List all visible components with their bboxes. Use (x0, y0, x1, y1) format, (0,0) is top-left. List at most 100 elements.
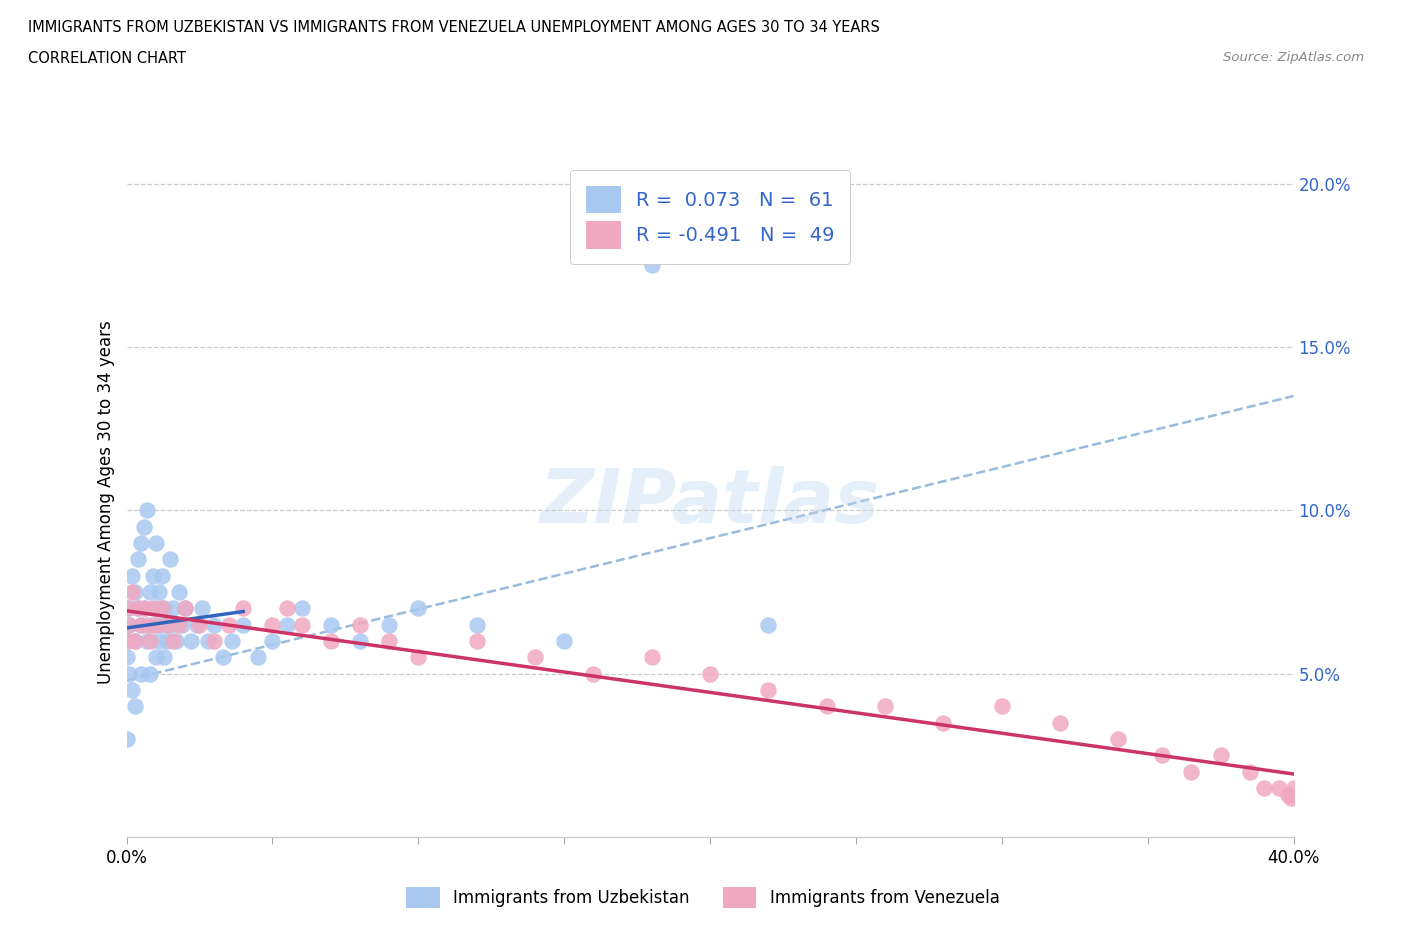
Point (145, 650, 167, 665)
Point (408, 601, 430, 616)
Legend: Immigrants from Uzbekistan, Immigrants from Venezuela: Immigrants from Uzbekistan, Immigrants f… (399, 881, 1007, 914)
Point (129, 536, 152, 551)
Point (145, 601, 167, 616)
Point (139, 633, 162, 648)
Point (319, 633, 342, 648)
Point (232, 618, 254, 632)
Point (290, 601, 312, 616)
Point (115, 633, 138, 648)
Point (232, 601, 254, 616)
Point (150, 618, 173, 632)
Point (118, 618, 141, 632)
Point (124, 633, 146, 648)
Point (139, 666, 162, 681)
Point (1277, 787, 1299, 802)
Point (699, 666, 721, 681)
Point (1239, 764, 1261, 779)
Point (139, 585, 162, 600)
Point (167, 618, 190, 632)
Legend: R =  0.073   N =  61, R = -0.491   N =  49: R = 0.073 N = 61, R = -0.491 N = 49 (569, 170, 851, 264)
Point (159, 551, 181, 566)
Point (246, 650, 269, 665)
Point (132, 601, 155, 616)
Point (127, 551, 149, 566)
Point (221, 633, 243, 648)
Point (153, 601, 176, 616)
Point (170, 618, 193, 632)
Point (262, 633, 284, 648)
Point (290, 618, 312, 632)
Point (174, 601, 197, 616)
Text: CORRELATION CHART: CORRELATION CHART (28, 51, 186, 66)
Point (159, 618, 181, 632)
Point (1282, 780, 1305, 795)
Point (118, 618, 141, 632)
Point (132, 519, 155, 534)
Point (582, 666, 605, 681)
Point (121, 585, 143, 600)
Text: Source: ZipAtlas.com: Source: ZipAtlas.com (1223, 51, 1364, 64)
Point (150, 568, 173, 583)
Point (202, 618, 225, 632)
Point (118, 601, 141, 616)
Text: ZIPatlas: ZIPatlas (540, 466, 880, 538)
Point (129, 618, 152, 632)
Point (1049, 715, 1071, 730)
Point (1108, 732, 1130, 747)
Point (118, 666, 141, 681)
Point (148, 585, 170, 600)
Point (136, 618, 159, 632)
Point (276, 618, 298, 632)
Point (121, 683, 143, 698)
Point (990, 699, 1012, 714)
Point (136, 633, 159, 648)
Point (1180, 764, 1202, 779)
Point (465, 633, 488, 648)
Point (756, 683, 779, 698)
Point (349, 633, 371, 648)
Point (553, 633, 575, 648)
Point (202, 633, 225, 648)
Point (127, 601, 149, 616)
Point (115, 601, 138, 616)
Point (167, 585, 190, 600)
Point (127, 601, 149, 616)
Point (115, 633, 138, 648)
Point (1253, 780, 1275, 795)
Point (132, 601, 155, 616)
Point (153, 650, 176, 665)
Point (262, 618, 284, 632)
Point (218, 618, 240, 632)
Point (156, 618, 179, 632)
Point (186, 618, 208, 632)
Point (932, 715, 955, 730)
Point (124, 699, 146, 714)
Point (129, 666, 152, 681)
Point (524, 650, 547, 665)
Point (142, 618, 165, 632)
Point (875, 699, 897, 714)
Point (165, 633, 187, 648)
Point (756, 618, 779, 632)
Text: IMMIGRANTS FROM UZBEKISTAN VS IMMIGRANTS FROM VENEZUELA UNEMPLOYMENT AMONG AGES : IMMIGRANTS FROM UZBEKISTAN VS IMMIGRANTS… (28, 20, 880, 35)
Point (378, 633, 401, 648)
Point (1279, 790, 1302, 805)
Point (174, 601, 197, 616)
Point (129, 618, 152, 632)
Point (145, 618, 167, 632)
Point (115, 732, 138, 747)
Point (145, 536, 167, 551)
Point (124, 585, 146, 600)
Y-axis label: Unemployment Among Ages 30 to 34 years: Unemployment Among Ages 30 to 34 years (97, 320, 115, 684)
Point (121, 568, 143, 583)
Point (124, 633, 146, 648)
Point (408, 650, 430, 665)
Point (142, 601, 165, 616)
Point (1268, 780, 1291, 795)
Point (319, 618, 342, 632)
Point (136, 503, 159, 518)
Point (156, 633, 179, 648)
Point (115, 650, 138, 665)
Point (815, 699, 838, 714)
Point (1152, 748, 1174, 763)
